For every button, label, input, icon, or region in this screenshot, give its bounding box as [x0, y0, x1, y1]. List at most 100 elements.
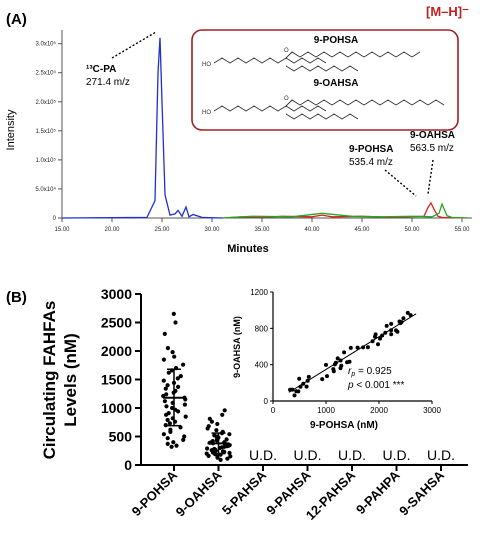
panel-b-point	[220, 412, 225, 417]
panel-b-point	[218, 457, 223, 462]
inset-points	[288, 310, 413, 398]
standard-annotation-mz: 271.4 m/z	[86, 77, 130, 88]
oahsa-structure-ho: HO	[202, 110, 211, 116]
panel-b-point	[169, 444, 174, 449]
panel-b-point	[162, 399, 167, 404]
pohsa-annotation-name: 9-POHSA	[349, 144, 393, 155]
inset-r-stat: rp = 0.925	[348, 366, 392, 378]
inset-y-ticks: 0 400 800 1200	[250, 288, 273, 406]
structure-box: 9-POHSA HO O 9-OAHSA HO O	[191, 29, 459, 131]
panel-a-y-tick-label: 1.0x10⁵	[35, 157, 56, 164]
standard-annotation: ¹³C-PA 271.4 m/z	[86, 31, 157, 88]
pohsa-structure-chain	[213, 57, 327, 64]
oahsa-annotation-name: 9-OAHSA	[410, 130, 455, 141]
pohsa-annotation: 9-POHSA 535.4 m/z	[349, 144, 417, 197]
structure-box-frame	[191, 29, 459, 131]
standard-annotation-name: ¹³C-PA	[86, 64, 116, 75]
pohsa-structure-ho: HO	[202, 62, 211, 68]
oahsa-structure-tail	[285, 99, 445, 107]
panel-b-y-tick-label: 0	[124, 457, 132, 473]
inset-point	[320, 377, 325, 382]
panel-a-y-tick-label: 0	[53, 216, 57, 222]
panel-b-point	[182, 434, 187, 439]
inset-point	[347, 359, 352, 364]
panel-b-point	[165, 441, 170, 446]
pohsa-structure-branch	[285, 65, 359, 72]
panel-a-x-ticks: 15.00 20.00 25.00 30.00 35.00 40.00 45.00 50.00…	[54, 218, 470, 233]
panel-a-chromatogram: (A) [M–H]⁻ 0 5.0x10⁴ 1.0x10⁵ 1.5x10⁵ 2.0x10⁵…	[5, 4, 472, 255]
panel-b-point	[175, 376, 180, 381]
panel-b-category-label: 12-PAHSA	[303, 467, 359, 523]
panel-a-x-tick-label: 50.00	[404, 227, 420, 233]
panel-b-point	[214, 428, 219, 433]
inset-point	[325, 374, 329, 379]
panel-b-point	[174, 443, 179, 448]
panel-b-ud-label: U.D.	[338, 447, 366, 463]
panel-b-label: (B)	[6, 289, 27, 306]
panel-b-point	[209, 419, 214, 424]
inset-x-ticks: 0 1000 2000 3000	[271, 401, 441, 415]
pohsa-structure-tail	[285, 51, 421, 59]
panel-a-y-tick-label: 2.0x10⁵	[35, 99, 56, 106]
panel-a-x-tick-label: 30.00	[204, 227, 220, 233]
panel-b-undetected-labels: U.D. U.D. U.D. U.D. U.D.	[249, 447, 455, 463]
pohsa-annotation-mz: 535.4 m/z	[349, 157, 393, 168]
panel-b-levels: (B) Circulating FAHFAs Levels (nM) 0 500 1…	[6, 286, 468, 523]
panel-a-x-tick-label: 40.00	[304, 227, 320, 233]
inset-point	[378, 336, 382, 341]
inset-p-stat: p < 0.001 ***	[347, 380, 405, 391]
panel-b-point	[215, 421, 220, 427]
panel-b-point	[166, 370, 171, 375]
oahsa-structure-chain	[213, 105, 327, 112]
panel-b-category-label: 9-POHSA	[129, 467, 181, 519]
inset-point	[342, 350, 347, 355]
inset-y-tick-label: 0	[264, 397, 269, 406]
panel-b-points	[161, 311, 233, 462]
panel-b-point	[181, 362, 186, 367]
panel-a-y-tick-label: 5.0x10⁴	[35, 186, 56, 193]
panel-b-point	[165, 346, 170, 351]
oahsa-structure-o: O	[284, 96, 289, 102]
panel-b-point	[228, 454, 233, 459]
panel-b-point	[163, 386, 168, 391]
inset-point	[348, 345, 353, 350]
panel-a-x-tick-label: 35.00	[254, 227, 270, 233]
panel-b-ud-label: U.D.	[383, 447, 411, 463]
inset-x-axis-title: 9-POHSA (nM)	[310, 420, 378, 431]
structure-label-oahsa: 9-OAHSA	[313, 78, 358, 89]
panel-b-y-tick-label: 500	[109, 429, 133, 445]
panel-b-y-tick-label: 2000	[101, 343, 132, 359]
inset-y-tick-label: 800	[255, 324, 269, 333]
inset-point	[405, 310, 410, 315]
panel-a-y-tick-label: 1.5x10⁵	[35, 128, 56, 135]
inset-point	[339, 363, 344, 368]
panel-b-point	[205, 426, 210, 431]
inset-point	[296, 389, 301, 394]
panel-b-point	[171, 311, 176, 316]
panel-b-ud-label: U.D.	[427, 447, 455, 463]
pohsa-structure-o: O	[284, 48, 289, 54]
panel-b-y-tick-label: 1500	[101, 372, 132, 388]
inset-x-tick-label: 2000	[370, 406, 388, 415]
inset-r-subscript: p	[350, 371, 355, 378]
panel-b-point	[222, 408, 227, 413]
inset-y-tick-label: 1200	[250, 288, 268, 297]
inset-x-tick-label: 3000	[423, 406, 441, 415]
panel-a-y-axis-title: Intensity	[5, 109, 17, 150]
panel-b-point	[225, 456, 230, 461]
inset-p-symbol: p	[347, 380, 354, 391]
inset-point	[304, 384, 309, 389]
panel-a-x-axis-title: Minutes	[227, 243, 269, 255]
panel-b-point	[215, 455, 220, 460]
panel-b-ud-label: U.D.	[249, 447, 277, 463]
panel-b-point	[227, 450, 232, 456]
panel-b-y-axis-title-line2: Levels (nM)	[61, 333, 80, 427]
inset-point	[324, 362, 328, 367]
inset-regression-line	[288, 313, 417, 393]
panel-b-point	[165, 383, 170, 388]
panel-b-point	[227, 432, 232, 437]
oahsa-annotation: 9-OAHSA 563.5 m/z	[410, 130, 455, 195]
panel-b-point	[205, 446, 210, 451]
oahsa-structure-branch	[285, 113, 359, 120]
panel-b-point	[165, 436, 170, 441]
